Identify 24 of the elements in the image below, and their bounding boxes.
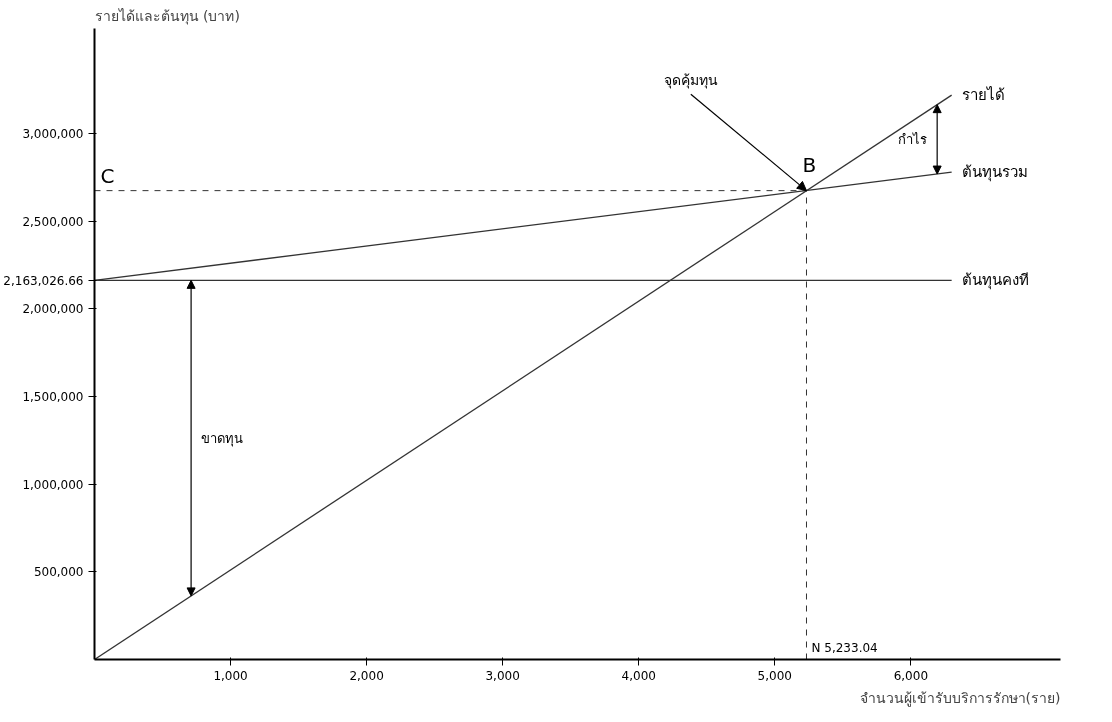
annotation: ขาดทุน (201, 430, 244, 447)
ref-line-label: N 5,233.04 (811, 640, 878, 655)
x-tick-label: 4,000 (621, 668, 656, 683)
annotation: กำไร (898, 131, 928, 147)
annotation: B (802, 152, 817, 177)
annotation: จุดคุ้มทุน (663, 72, 718, 90)
series-label: รายได้ (961, 86, 1005, 105)
y-tick-label: 500,000 (33, 565, 84, 580)
x-tick-label: 1,000 (213, 668, 248, 683)
series-label: ต้นทุนคงที (961, 271, 1029, 291)
x-tick-label: 2,000 (349, 668, 384, 683)
y-tick-label: 3,000,000 (22, 127, 84, 142)
y-tick-label: 2,163,026.66 (3, 273, 84, 288)
x-axis-title: จำนวนผู้เข้ารับบริการรักษา(ราย) (859, 689, 1061, 707)
y-tick-label: 1,000,000 (22, 477, 84, 492)
y-tick-label: 2,000,000 (22, 302, 84, 317)
y-axis-title: รายได้และต้นทุน (บาท) (94, 7, 240, 25)
y-tick-label: 1,500,000 (22, 390, 84, 405)
x-tick-label: 3,000 (485, 668, 520, 683)
x-tick-label: 5,000 (757, 668, 792, 683)
y-tick-label: 2,500,000 (22, 214, 84, 229)
series-label: ต้นทุนรวม (961, 163, 1028, 183)
ref-line-label: C (100, 163, 115, 188)
x-tick-label: 6,000 (893, 668, 929, 683)
